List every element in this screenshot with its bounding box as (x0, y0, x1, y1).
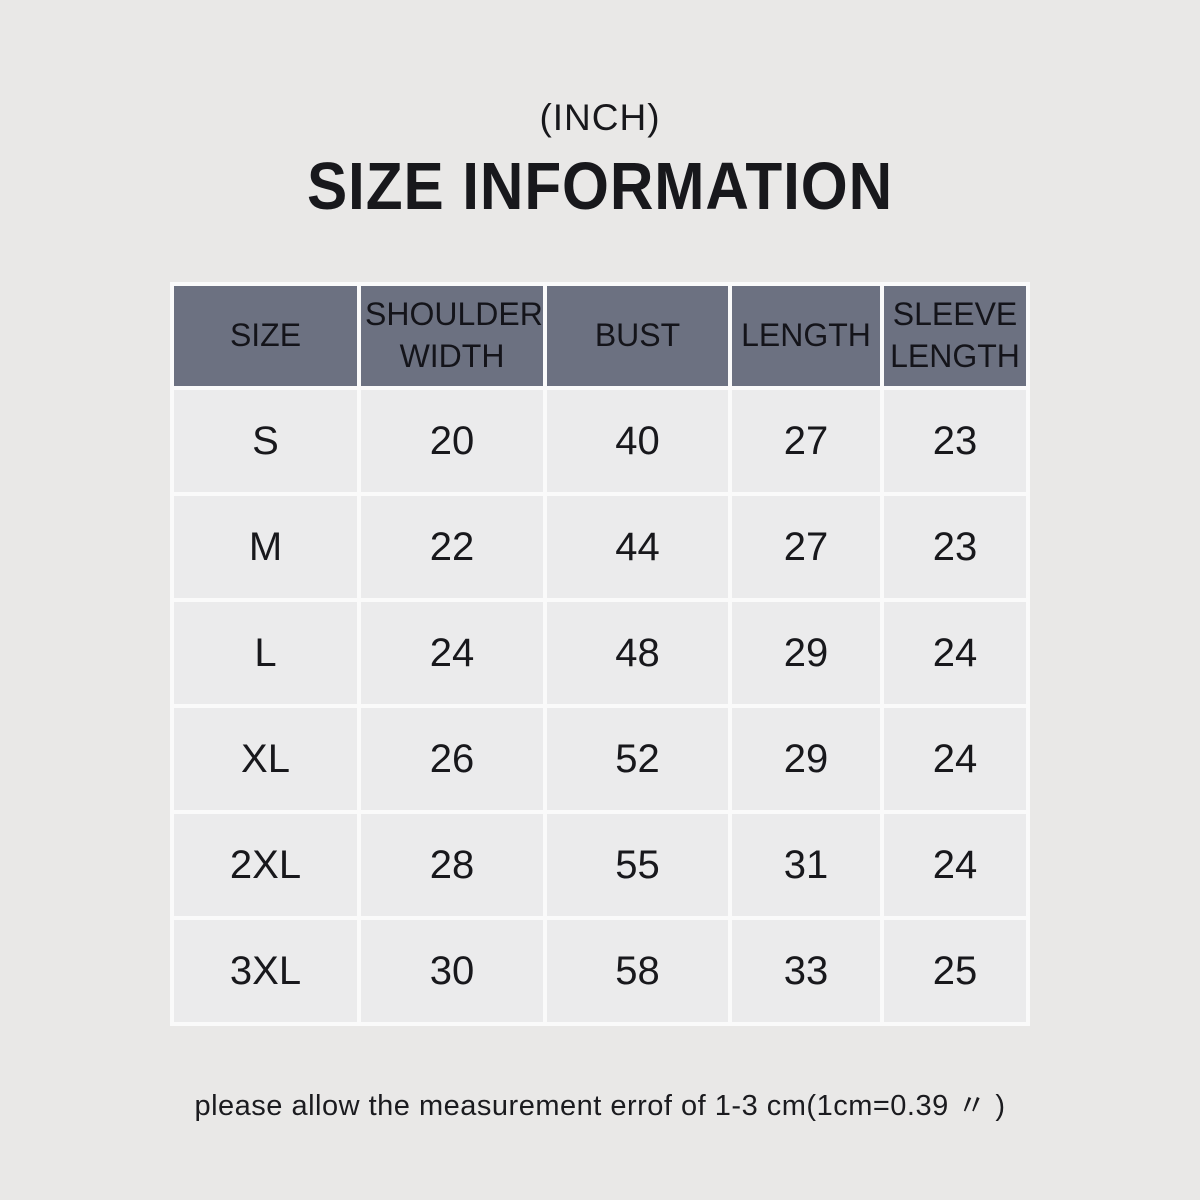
size-label-cell: 3XL (170, 916, 361, 1027)
measurement-value-cell: 29 (728, 704, 884, 815)
table-row: 2XL 28 55 31 24 (170, 810, 1030, 921)
measurement-value-cell: 23 (880, 386, 1030, 497)
measurement-value-cell: 24 (880, 704, 1030, 815)
measurement-value-cell: 40 (543, 386, 732, 497)
size-table-body: S 20 40 27 23 M 22 44 27 23 L 24 48 29 24 XL 26 52 29 24 2XL… (170, 386, 1030, 1027)
measurement-value-cell: 48 (543, 598, 732, 709)
measurement-value-cell: 24 (880, 598, 1030, 709)
table-row: L 24 48 29 24 (170, 598, 1030, 709)
column-header-shoulder-width: SHOULDER WIDTH (357, 282, 547, 391)
measurement-value-cell: 44 (543, 492, 732, 603)
measurement-note: please allow the measurement errof of 1-… (194, 1090, 1006, 1123)
measurement-value-cell: 25 (880, 916, 1030, 1027)
table-row: M 22 44 27 23 (170, 492, 1030, 603)
page-title: SIZE INFORMATION (306, 149, 894, 225)
measurement-value-cell: 30 (357, 916, 547, 1027)
measurement-value-cell: 24 (880, 810, 1030, 921)
measurement-value-cell: 22 (357, 492, 547, 603)
measurement-value-cell: 28 (357, 810, 547, 921)
size-label-cell: S (170, 386, 361, 497)
unit-label: (INCH) (539, 97, 661, 138)
measurement-value-cell: 26 (357, 704, 547, 815)
column-header-length: LENGTH (728, 282, 884, 391)
measurement-value-cell: 24 (357, 598, 547, 709)
measurement-value-cell: 33 (728, 916, 884, 1027)
size-label-cell: 2XL (170, 810, 361, 921)
size-table: SIZE SHOULDER WIDTH BUST LENGTH SLEEVE L… (170, 282, 1030, 1027)
measurement-value-cell: 52 (543, 704, 732, 815)
measurement-value-cell: 29 (728, 598, 884, 709)
table-row: XL 26 52 29 24 (170, 704, 1030, 815)
measurement-value-cell: 55 (543, 810, 732, 921)
size-label-cell: M (170, 492, 361, 603)
table-row: S 20 40 27 23 (170, 386, 1030, 497)
measurement-value-cell: 23 (880, 492, 1030, 603)
measurement-value-cell: 27 (728, 386, 884, 497)
measurement-value-cell: 27 (728, 492, 884, 603)
measurement-value-cell: 31 (728, 810, 884, 921)
column-header-size: SIZE (170, 282, 361, 391)
measurement-value-cell: 20 (357, 386, 547, 497)
column-header-sleeve-length: SLEEVE LENGTH (880, 282, 1030, 391)
table-row: 3XL 30 58 33 25 (170, 916, 1030, 1027)
size-table-header: SIZE SHOULDER WIDTH BUST LENGTH SLEEVE L… (170, 282, 1030, 391)
header-row: SIZE SHOULDER WIDTH BUST LENGTH SLEEVE L… (170, 282, 1030, 391)
measurement-value-cell: 58 (543, 916, 732, 1027)
column-header-bust: BUST (543, 282, 732, 391)
size-label-cell: XL (170, 704, 361, 815)
size-label-cell: L (170, 598, 361, 709)
